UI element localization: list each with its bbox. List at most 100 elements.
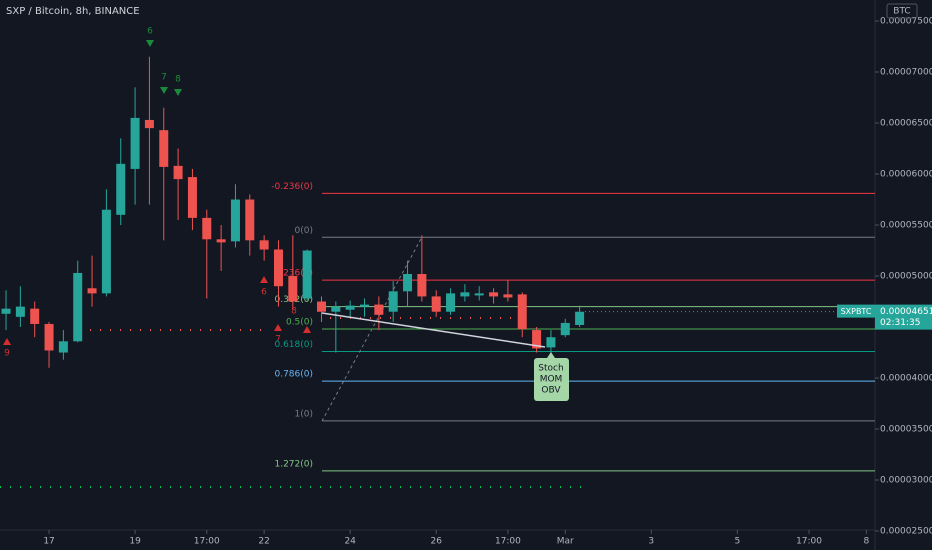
candle-body bbox=[532, 330, 542, 349]
candle-body bbox=[288, 276, 298, 302]
candle-body bbox=[345, 305, 355, 310]
currency-badge bbox=[886, 3, 918, 19]
y-tick-label: 0.00004000 bbox=[880, 374, 932, 384]
candle-body bbox=[216, 239, 226, 243]
x-axis: 17 19 17:00 22 24 26 17:00 Mar 3 5 17:00 8 bbox=[43, 530, 870, 547]
fib-label: 0.5(0) bbox=[286, 318, 313, 328]
marker-label: 7 bbox=[161, 73, 167, 83]
candle-body bbox=[388, 291, 398, 312]
candle-body bbox=[575, 311, 585, 325]
candle-body bbox=[245, 199, 255, 241]
x-tick-label: 24 bbox=[344, 537, 356, 547]
fib-label: 0.236(0) bbox=[274, 269, 313, 279]
candle-body bbox=[489, 292, 499, 297]
candle-body bbox=[273, 249, 283, 287]
candle-body bbox=[187, 177, 197, 218]
candle-body bbox=[374, 304, 384, 315]
x-tick-label: 26 bbox=[430, 537, 442, 547]
y-tick-label: 0.00002500 bbox=[880, 527, 932, 537]
candle-body bbox=[202, 217, 212, 240]
fib-trend-line bbox=[321, 236, 423, 422]
fib-tool: -0.236(0)0(0)0.236(0)0.382(0)0.5(0)0.618… bbox=[271, 182, 875, 472]
candle-body bbox=[503, 294, 513, 298]
callout-text: MOM bbox=[540, 375, 563, 385]
candle-body bbox=[446, 293, 456, 312]
candle-body bbox=[560, 322, 570, 336]
candle-body bbox=[116, 163, 126, 215]
x-tick-label: 5 bbox=[734, 537, 740, 547]
x-tick-label: 8 bbox=[864, 537, 870, 547]
candle-body bbox=[73, 272, 83, 342]
marker bbox=[160, 87, 168, 94]
fib-label: 1.272(0) bbox=[274, 459, 313, 469]
candle-body bbox=[474, 293, 484, 296]
y-tick-label: 0.00005500 bbox=[880, 221, 932, 231]
callout-text: Stoch bbox=[538, 364, 563, 374]
price-tag bbox=[875, 304, 932, 330]
candle-body bbox=[58, 341, 68, 353]
candle-body bbox=[87, 288, 97, 294]
x-tick-label: Mar bbox=[557, 537, 574, 547]
candle-body bbox=[30, 308, 40, 324]
chart-title: SXP / Bitcoin, 8h, BINANCE bbox=[6, 6, 140, 17]
candle-body bbox=[417, 273, 427, 297]
candle-body bbox=[517, 294, 527, 330]
candle-body bbox=[173, 165, 183, 180]
symbol-tag bbox=[837, 304, 875, 318]
x-tick-label: 3 bbox=[648, 537, 654, 547]
x-tick-label: 22 bbox=[258, 537, 269, 547]
x-tick-label: 17:00 bbox=[796, 537, 822, 547]
candle-body bbox=[44, 323, 54, 351]
countdown: 02:31:35 bbox=[880, 318, 920, 328]
marker-label: 9 bbox=[4, 349, 10, 359]
fib-label: 0.786(0) bbox=[274, 370, 313, 380]
y-tick-label: 0.00003500 bbox=[880, 425, 932, 435]
symbol: SXPBTC bbox=[841, 307, 872, 316]
y-tick-label: 0.00007000 bbox=[880, 68, 932, 78]
candle-body bbox=[159, 130, 169, 167]
marker bbox=[174, 89, 182, 96]
candle-body bbox=[101, 209, 111, 294]
candle-body bbox=[259, 240, 269, 250]
x-tick-label: 17:00 bbox=[194, 537, 220, 547]
callout-text: OBV bbox=[541, 386, 561, 396]
candle-body bbox=[316, 301, 326, 312]
y-tick-label: 0.00006000 bbox=[880, 170, 932, 180]
last-price: 0.00004651 bbox=[880, 307, 932, 317]
y-tick-label: 0.00007500 bbox=[880, 17, 932, 27]
candle-body bbox=[130, 117, 140, 169]
marker bbox=[260, 276, 268, 283]
candle-body bbox=[230, 199, 240, 242]
x-tick-label: 17 bbox=[43, 537, 54, 547]
fib-label: 1(0) bbox=[295, 409, 313, 419]
marker bbox=[3, 338, 11, 345]
sequential-markers: 6 7 8 9 6 7 8 bbox=[3, 27, 311, 359]
candles bbox=[1, 56, 585, 368]
fib-label: 0(0) bbox=[295, 226, 313, 236]
marker-label: 6 bbox=[147, 27, 153, 37]
candle-body bbox=[15, 306, 25, 317]
currency: BTC bbox=[893, 7, 910, 17]
marker-label: 8 bbox=[291, 307, 297, 317]
fib-label: 0.618(0) bbox=[274, 340, 313, 350]
y-tick-label: 0.00006500 bbox=[880, 119, 932, 129]
candle-body bbox=[460, 292, 470, 297]
candle-body bbox=[302, 250, 312, 299]
candle-body bbox=[431, 296, 441, 312]
candle-body bbox=[1, 308, 11, 314]
marker bbox=[303, 326, 311, 333]
marker-label: 7 bbox=[275, 335, 281, 345]
marker bbox=[274, 324, 282, 331]
marker-label: 6 bbox=[261, 288, 267, 298]
y-tick-label: 0.00005000 bbox=[880, 272, 932, 282]
x-tick-label: 19 bbox=[129, 537, 141, 547]
candle-body bbox=[403, 273, 413, 292]
candle-body bbox=[360, 304, 370, 307]
callout-box bbox=[534, 358, 569, 401]
candle-body bbox=[331, 306, 341, 312]
trend-line bbox=[321, 312, 546, 348]
marker bbox=[146, 40, 154, 47]
callout-pointer bbox=[547, 352, 555, 358]
